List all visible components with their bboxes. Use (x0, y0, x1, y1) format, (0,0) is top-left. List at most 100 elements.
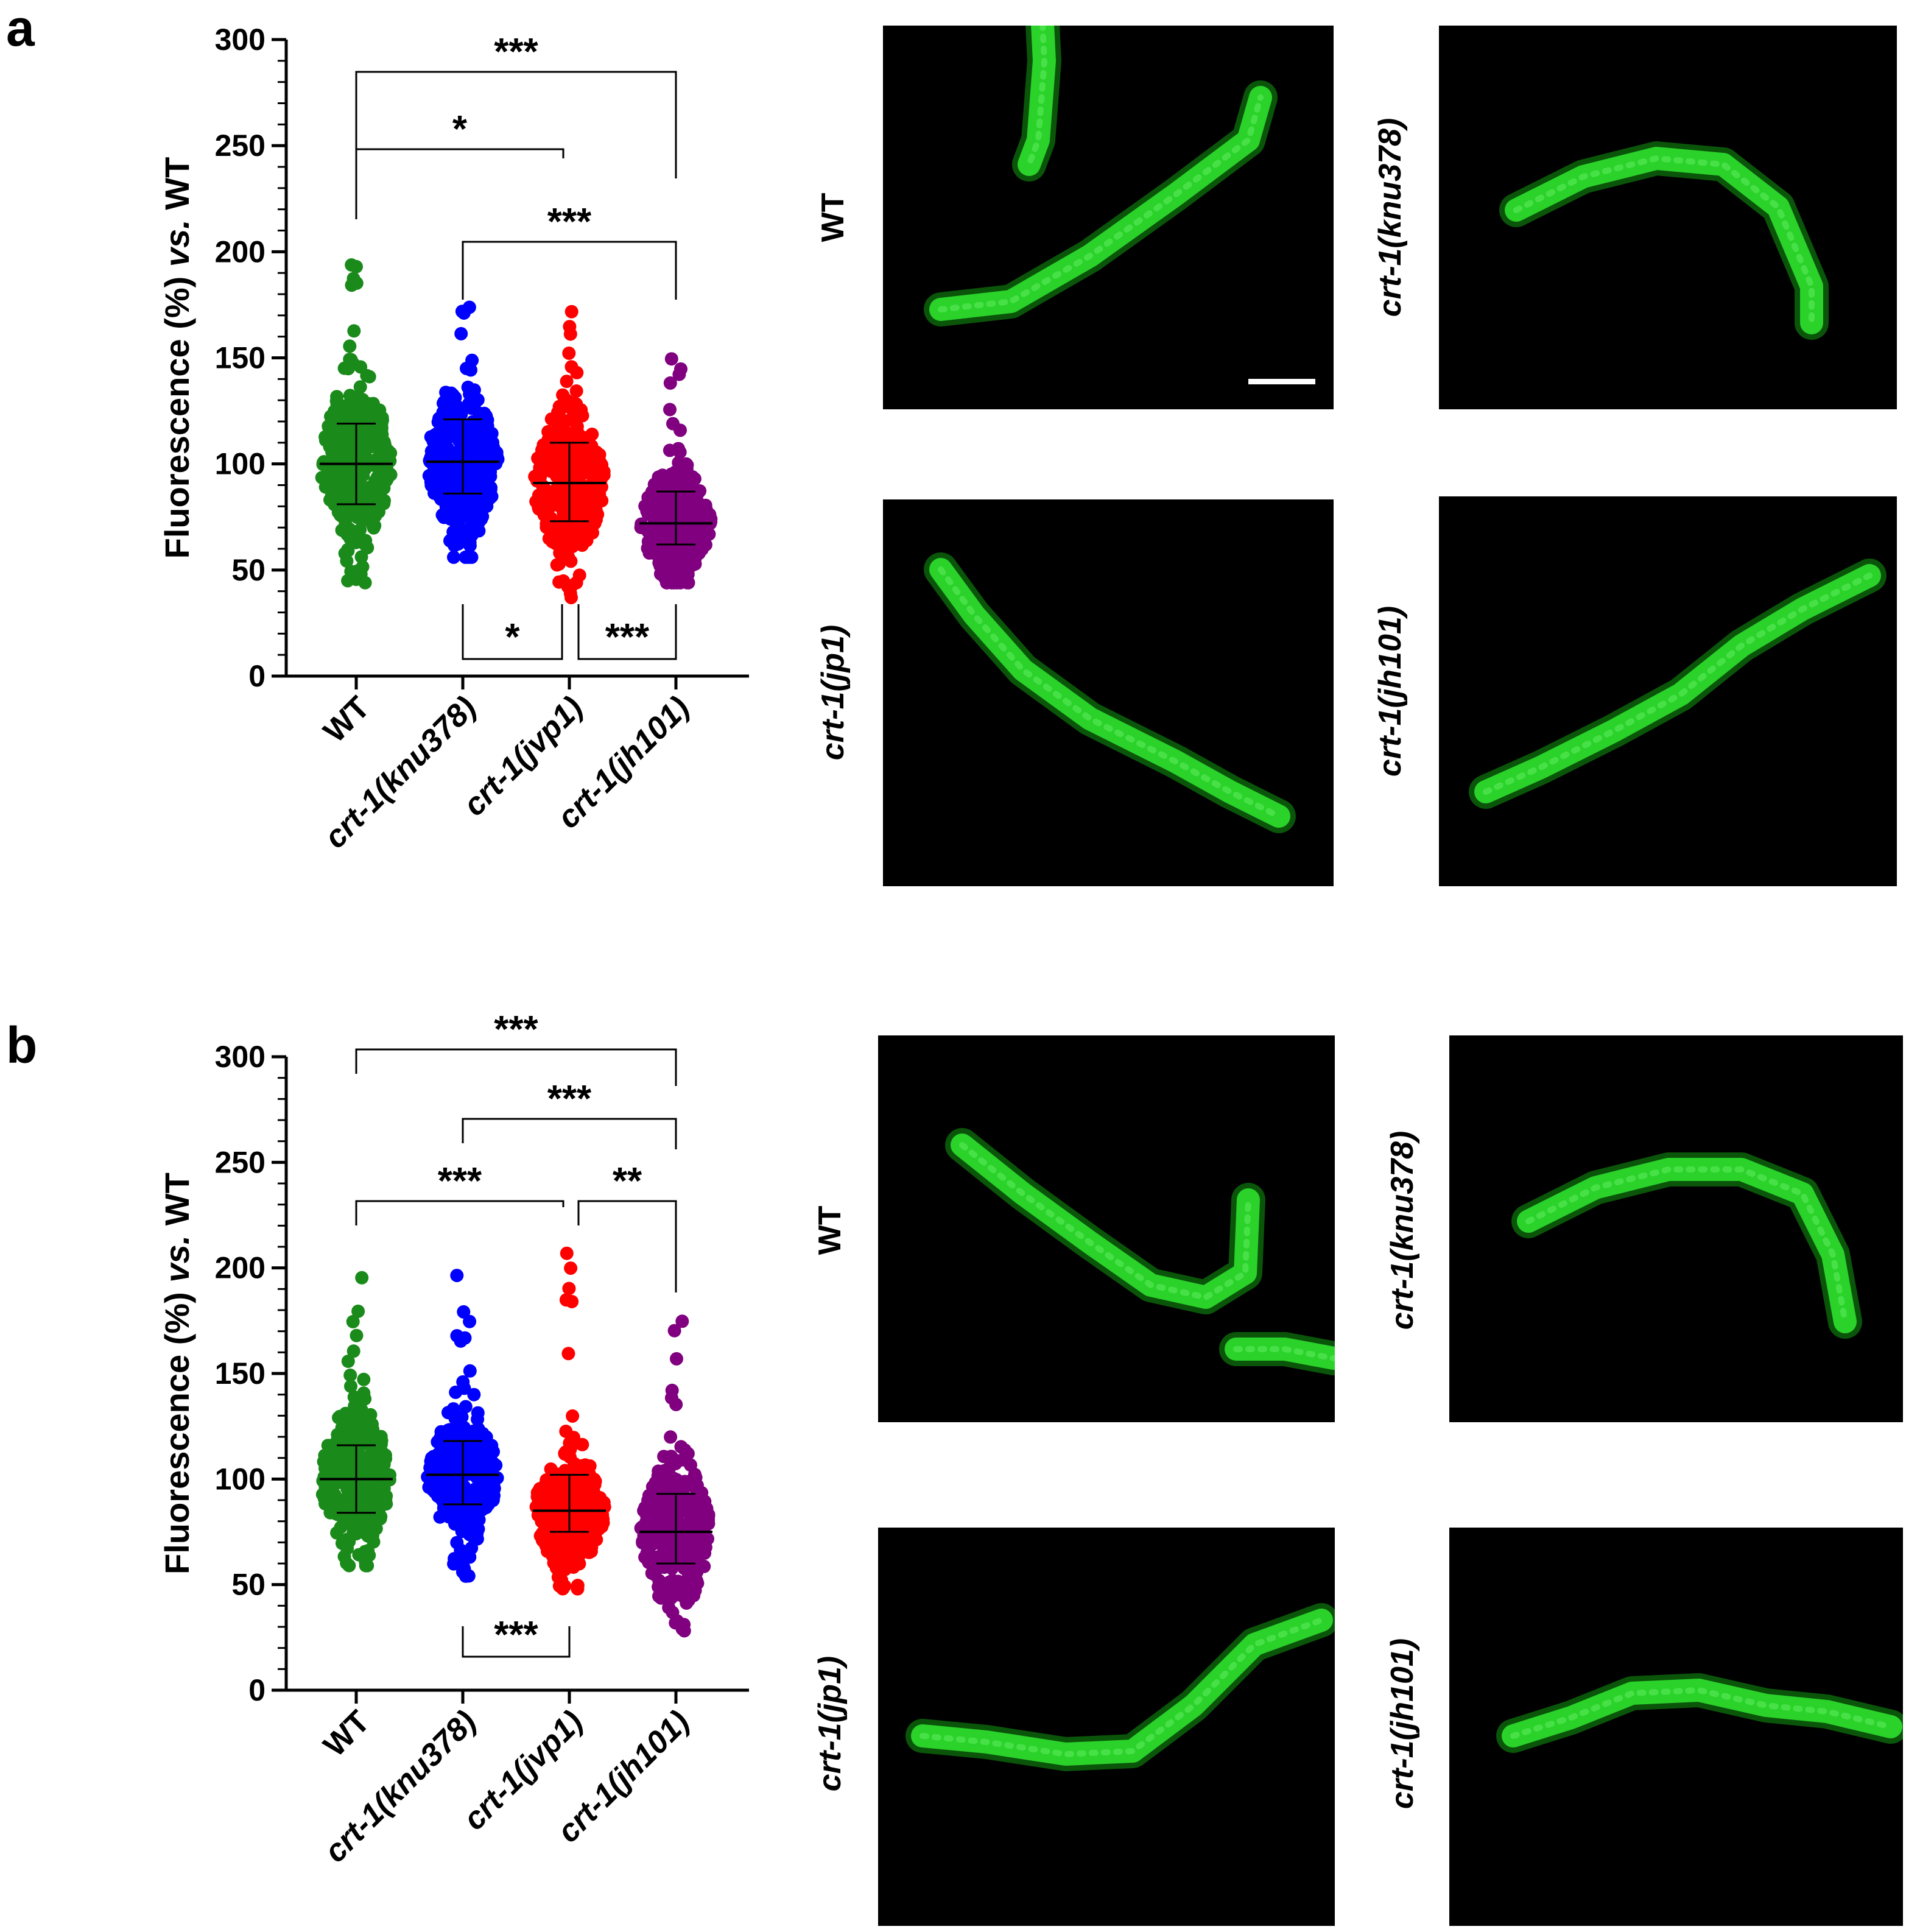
data-point (691, 1576, 705, 1590)
data-point (343, 1368, 357, 1382)
data-point (340, 434, 354, 448)
data-point (595, 465, 609, 479)
micrograph-label: crt-1(knu378) (1385, 1131, 1420, 1330)
data-point (641, 541, 655, 555)
images-b: WT crt-1(knu378) crt-1(jp1) crt-1(jh101) (812, 1035, 1903, 1926)
data-point (531, 1489, 545, 1503)
data-point (683, 1518, 697, 1532)
data-point (357, 1372, 371, 1386)
data-point (320, 1454, 334, 1468)
series-dots (634, 352, 718, 590)
data-point (578, 1531, 592, 1545)
data-point (582, 459, 596, 473)
data-point (649, 524, 663, 538)
micrograph-label: crt-1(jp1) (815, 625, 851, 761)
series-dots (529, 1246, 611, 1596)
data-point (342, 459, 356, 473)
data-point (544, 412, 558, 426)
data-point (457, 306, 471, 320)
worm-body (929, 86, 1272, 321)
data-point (351, 415, 365, 429)
scale-bar (1248, 379, 1315, 384)
data-point (459, 1400, 473, 1414)
significance-bracket: * (462, 604, 563, 660)
data-point (651, 501, 665, 515)
worm-texture (1525, 1166, 1848, 1325)
bracket-line (462, 241, 677, 300)
data-point (364, 1408, 378, 1422)
data-point (652, 1580, 666, 1594)
error-bar (426, 1440, 499, 1506)
worm-body (929, 558, 1290, 828)
data-point (328, 1488, 342, 1502)
data-point (587, 516, 601, 530)
data-point (469, 1503, 483, 1517)
data-point (454, 1431, 468, 1445)
data-point (441, 1406, 455, 1420)
data-point (337, 1549, 351, 1564)
worm-body (1505, 147, 1823, 334)
micrograph-label: WT (815, 192, 851, 242)
y-tick-label: 50 (231, 553, 265, 587)
micrograph: crt-1(jp1) (815, 499, 1334, 886)
data-point (330, 390, 344, 404)
data-point (661, 549, 675, 563)
data-point (467, 1387, 481, 1401)
data-point (359, 442, 373, 456)
data-point (329, 1504, 343, 1518)
panel-a: a 0 50 100 150 200 250 300 Fluorescence (%) vs.… (6, 0, 1897, 886)
data-point (470, 1493, 484, 1507)
data-point (554, 1487, 568, 1501)
bracket-line (355, 1048, 677, 1086)
data-point (325, 428, 339, 442)
data-point (487, 1457, 501, 1471)
data-point (454, 511, 468, 525)
data-point (665, 1383, 679, 1397)
data-point (466, 1440, 480, 1453)
data-point (552, 400, 566, 414)
data-point (555, 464, 569, 477)
data-point (647, 478, 661, 492)
data-point (434, 492, 448, 506)
data-point (462, 1459, 476, 1472)
data-point (694, 526, 708, 540)
data-point (555, 1470, 569, 1484)
data-point (698, 538, 712, 552)
y-tick-label: 100 (215, 1462, 265, 1496)
data-point (667, 566, 681, 580)
data-point (330, 1526, 344, 1540)
data-point (670, 1520, 684, 1534)
data-point (357, 1451, 371, 1464)
data-point (348, 391, 362, 405)
data-point (560, 1246, 574, 1260)
data-point (569, 384, 583, 398)
micrograph-label: crt-1(knu378) (1373, 118, 1408, 317)
data-point (674, 552, 688, 566)
data-point (565, 1493, 579, 1507)
data-point (368, 509, 382, 523)
data-point (660, 1589, 674, 1603)
data-point (343, 532, 357, 545)
data-point (447, 550, 460, 564)
data-point (450, 1269, 464, 1283)
category-label: WT (317, 689, 376, 749)
data-point (575, 409, 589, 423)
bracket-line (462, 604, 563, 660)
data-point (550, 558, 564, 572)
data-point (372, 425, 386, 439)
data-point (684, 488, 698, 502)
data-point (429, 444, 443, 458)
data-point (584, 490, 597, 504)
data-point (584, 1470, 597, 1484)
micrograph: WT (815, 26, 1334, 409)
data-point (559, 1425, 573, 1438)
data-point (463, 1528, 477, 1542)
data-point (442, 424, 456, 438)
error-bar (426, 418, 499, 495)
data-point (560, 375, 574, 389)
data-point (325, 1440, 339, 1454)
data-point (375, 444, 389, 458)
data-point (380, 470, 394, 484)
data-point (673, 423, 687, 437)
data-point (484, 483, 498, 497)
